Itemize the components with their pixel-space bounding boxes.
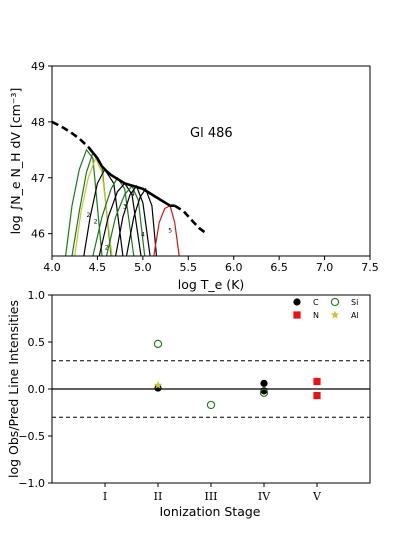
top-y-axis-label: log ∫N_e N_H dV [cm⁻³] (8, 88, 23, 235)
legend-label-si: Si (351, 298, 358, 307)
contribution-curve (83, 168, 124, 256)
y-tick-label: 46 (31, 228, 45, 241)
x-tick-label: I (103, 490, 107, 503)
legend: C Si N Al (293, 297, 359, 320)
legend-marker-si (330, 297, 340, 307)
y-tick-label: 0.5 (28, 336, 46, 349)
y-tick-label: −0.5 (18, 430, 45, 443)
emd-dashed-line (174, 204, 208, 235)
contribution-curve (153, 204, 180, 256)
contribution-curve (65, 148, 103, 256)
top-y-ticks: 46 47 48 49 (31, 60, 52, 241)
x-tick-label: III (204, 490, 217, 503)
curve-label: 2 (87, 212, 91, 219)
curve-label: 5 (168, 228, 172, 235)
top-x-axis-label: log T_e (K) (178, 277, 245, 292)
contribution-curves (65, 148, 180, 256)
contribution-curve (105, 184, 146, 256)
data-point-al (153, 380, 163, 389)
emd-curve (52, 120, 208, 235)
legend-marker-n (293, 311, 301, 319)
curve-label: 3 (123, 204, 127, 211)
contribution-curve (125, 187, 158, 256)
data-point-c (260, 379, 268, 387)
legend-marker-c (293, 298, 301, 306)
bottom-x-ticks: I II III IV V (103, 483, 322, 503)
legend-label-c: C (313, 298, 319, 307)
bottom-x-axis-label: Ionization Stage (160, 504, 261, 519)
data-point-si (206, 400, 216, 410)
x-tick-label: 5.5 (180, 261, 198, 274)
contribution-curve (74, 156, 113, 256)
y-tick-label: −1.0 (18, 477, 45, 490)
top-plot-frame (51, 65, 371, 257)
y-tick-label: 48 (31, 116, 45, 129)
ratio-points (153, 339, 321, 410)
contribution-curve (92, 176, 135, 256)
data-point-si (259, 388, 269, 397)
bottom-y-ticks: −1.0 −0.5 0.0 0.5 1.0 (18, 289, 52, 490)
x-tick-label: 4.0 (43, 261, 61, 274)
data-point-n (313, 391, 321, 400)
y-tick-label: 49 (31, 60, 45, 73)
y-tick-label: 0.0 (28, 383, 46, 396)
curve-label: 4 (141, 231, 145, 238)
x-tick-label: 6.0 (225, 261, 243, 274)
data-point-si (153, 339, 163, 349)
ratio-panel: I II III IV V −1.0−0.50.00.51.0 C SiN Al Ioniz… (6, 289, 371, 519)
x-tick-label: V (312, 490, 322, 503)
legend-marker-al (330, 310, 340, 319)
x-tick-label: IV (258, 490, 271, 503)
y-tick-label: 47 (31, 172, 45, 185)
curve-label: 2 (105, 244, 109, 251)
legend-label-n: N (313, 311, 319, 320)
curve-label: 2 (94, 219, 98, 226)
top-x-ticks: 4.0 4.5 5.0 5.5 6.0 6.5 7.0 7.5 (43, 256, 379, 274)
contribution-curve (98, 182, 142, 256)
data-point-n (313, 377, 321, 386)
reference-lines (52, 360, 370, 418)
y-tick-label: 1.0 (28, 289, 46, 302)
emd-solid-line (87, 146, 175, 207)
legend-label-al: Al (351, 311, 359, 320)
x-tick-label: 7.5 (361, 261, 379, 274)
x-tick-label: 6.5 (270, 261, 288, 274)
x-tick-label: II (154, 490, 163, 503)
curve-label: 4 (131, 191, 135, 198)
bottom-y-axis-label: log Obs/Pred Line Intensities (6, 300, 21, 478)
chart-title: Gl 486 (190, 126, 233, 141)
x-tick-label: 4.5 (89, 261, 107, 274)
x-tick-label: 7.0 (316, 261, 334, 274)
contribution-curve (115, 184, 151, 256)
x-tick-label: 5.0 (134, 261, 152, 274)
emd-dashed-line (52, 120, 90, 148)
